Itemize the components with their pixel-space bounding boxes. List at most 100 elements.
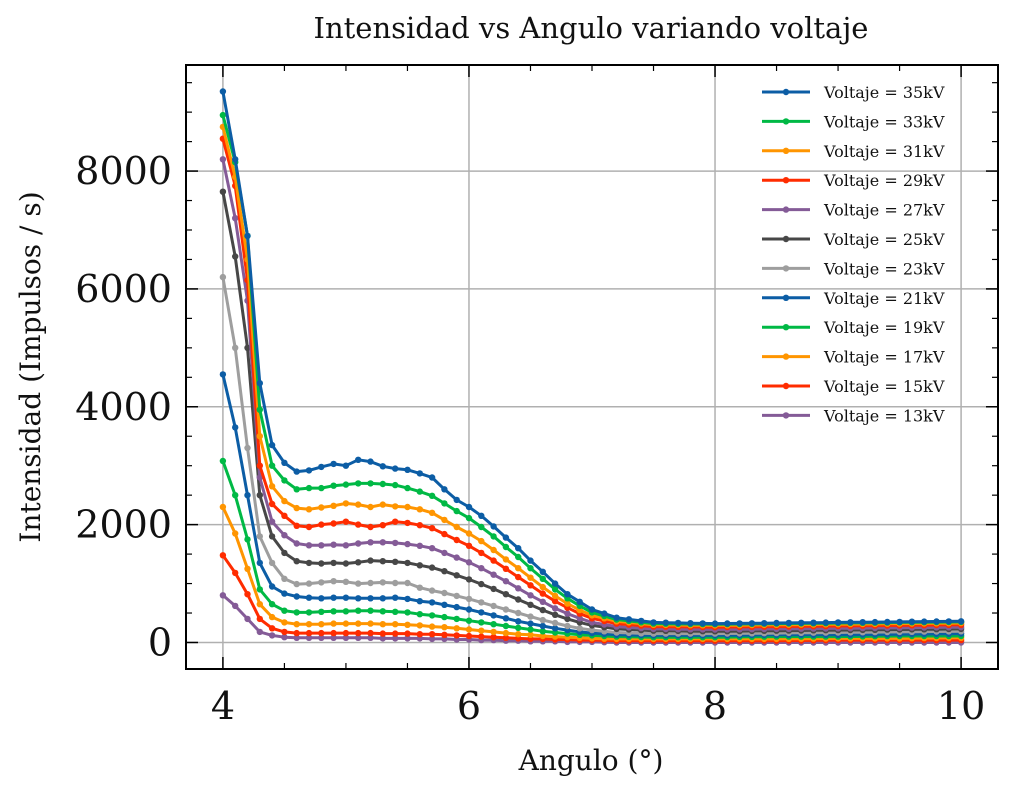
data-point	[305, 542, 313, 549]
data-point	[515, 631, 522, 638]
data-point	[515, 573, 522, 581]
data-point	[539, 616, 546, 624]
data-point	[502, 622, 510, 630]
data-point	[515, 624, 522, 631]
x-tick-label: 10	[937, 684, 985, 728]
data-point	[416, 470, 423, 477]
data-point	[871, 618, 879, 626]
data-point	[490, 621, 497, 628]
data-point	[355, 595, 362, 602]
data-point	[428, 623, 436, 630]
data-point	[256, 380, 263, 387]
data-point	[404, 595, 411, 603]
data-point	[638, 617, 645, 625]
data-point	[699, 620, 706, 627]
data-point	[219, 592, 227, 599]
data-point	[219, 371, 227, 378]
legend-marker	[782, 88, 790, 96]
data-point	[551, 619, 559, 627]
legend-marker	[782, 118, 790, 125]
data-point	[576, 615, 583, 622]
data-point	[330, 620, 337, 627]
data-point	[367, 629, 374, 637]
data-point	[367, 523, 374, 531]
data-point	[318, 463, 325, 471]
series-0	[219, 88, 965, 627]
data-point	[342, 629, 350, 637]
legend-marker	[782, 324, 790, 331]
data-point	[564, 591, 571, 598]
data-point	[305, 621, 313, 628]
data-point	[490, 523, 497, 530]
legend-label: Voltaje = 27kV	[823, 201, 945, 220]
data-point	[342, 620, 350, 627]
data-point	[736, 620, 743, 627]
legend-label: Voltaje = 31kV	[823, 142, 945, 161]
data-point	[318, 542, 325, 549]
data-point	[502, 606, 510, 613]
data-point	[478, 633, 485, 640]
data-point	[293, 504, 300, 512]
data-point	[441, 568, 448, 575]
data-point	[416, 542, 423, 549]
data-point	[515, 596, 522, 603]
data-point	[490, 546, 497, 554]
data-point	[392, 594, 399, 601]
data-point	[244, 536, 251, 543]
data-point	[293, 593, 300, 600]
data-point	[404, 559, 411, 567]
data-point	[453, 523, 460, 531]
data-point	[355, 480, 362, 487]
data-point	[330, 634, 337, 641]
data-point	[428, 612, 436, 619]
data-point	[576, 598, 583, 605]
data-point	[416, 522, 423, 529]
y-tick-label: 0	[148, 620, 172, 664]
legend-marker	[782, 353, 790, 360]
data-point	[822, 619, 829, 626]
legend-label: Voltaje = 35kV	[823, 83, 945, 102]
legend-marker	[782, 294, 790, 301]
legend-label: Voltaje = 19kV	[823, 318, 945, 337]
data-point	[318, 579, 325, 586]
data-point	[490, 571, 497, 578]
data-point	[428, 509, 436, 516]
data-point	[551, 605, 559, 612]
x-axis-label: Angulo (°)	[518, 744, 664, 777]
data-point	[404, 579, 411, 587]
data-point	[281, 590, 288, 597]
data-point	[392, 621, 399, 628]
data-point	[256, 406, 263, 413]
data-point	[342, 560, 350, 567]
data-point	[379, 522, 386, 529]
data-point	[404, 540, 411, 548]
data-point	[465, 617, 473, 624]
data-point	[342, 594, 350, 601]
data-point	[367, 539, 374, 546]
data-point	[674, 619, 682, 627]
data-point	[465, 576, 473, 583]
data-point	[564, 615, 571, 623]
data-point	[539, 598, 546, 605]
data-point	[588, 626, 596, 634]
y-axis-label: Intensidad (Impulsos / s)	[14, 191, 47, 542]
data-point	[613, 614, 620, 621]
data-point	[305, 523, 313, 531]
data-point	[305, 634, 313, 641]
data-point	[281, 619, 288, 626]
data-point	[379, 480, 386, 488]
data-point	[293, 609, 300, 616]
data-point	[281, 575, 288, 582]
data-point	[404, 635, 411, 642]
data-point	[293, 486, 300, 493]
legend-marker	[782, 265, 790, 272]
data-point	[367, 634, 374, 641]
data-point	[318, 629, 325, 637]
data-point	[478, 523, 485, 531]
data-point	[428, 564, 436, 571]
data-point	[293, 468, 300, 475]
data-point	[392, 518, 399, 525]
data-point	[379, 595, 386, 602]
data-point	[404, 503, 411, 511]
data-point	[355, 607, 362, 614]
